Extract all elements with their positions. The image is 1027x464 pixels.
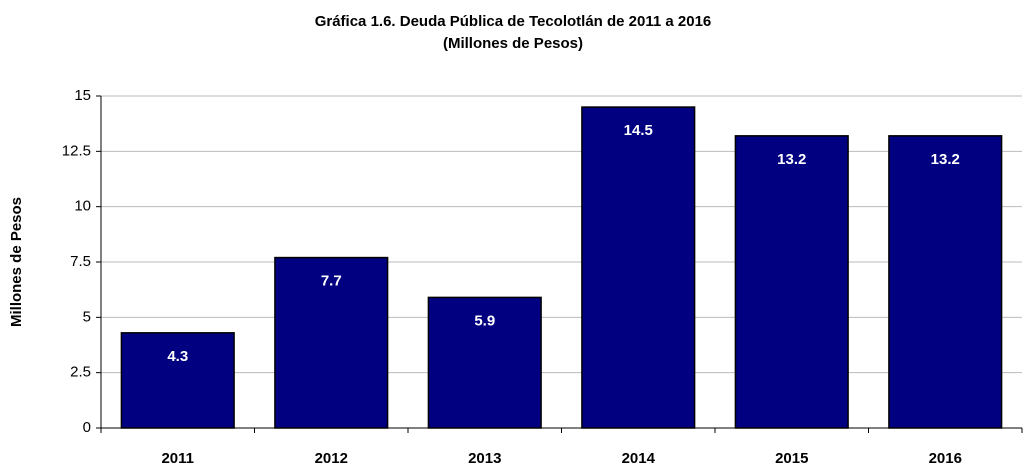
y-tick-label: 5 [83, 308, 91, 325]
x-tick-label: 2011 [161, 450, 194, 464]
bar [427, 296, 542, 429]
data-label: 14.5 [624, 122, 653, 139]
x-tick-label: 2015 [775, 450, 808, 464]
bar [581, 106, 696, 429]
y-axis-label: Millones de Pesos [8, 197, 25, 327]
x-tick-label: 2013 [468, 450, 501, 464]
chart-title: Gráfica 1.6. Deuda Pública de Tecolotlán… [315, 13, 712, 30]
x-tick-label: 2016 [929, 450, 962, 464]
chart-subtitle: (Millones de Pesos) [443, 35, 583, 52]
bar [120, 332, 235, 429]
y-tick-label: 15 [74, 87, 91, 104]
y-tick-label: 7.5 [70, 253, 91, 270]
y-tick-label: 2.5 [70, 364, 91, 381]
x-tick-label: 2012 [315, 450, 348, 464]
bar [274, 256, 389, 429]
data-label: 13.2 [931, 151, 960, 168]
x-tick-label: 2014 [622, 450, 656, 464]
data-label: 13.2 [777, 151, 806, 168]
data-label: 7.7 [321, 273, 342, 290]
bar [734, 135, 849, 429]
data-label: 4.3 [167, 348, 188, 365]
data-label: 5.9 [474, 312, 495, 329]
y-tick-label: 10 [74, 198, 91, 215]
y-tick-label: 0 [83, 419, 91, 436]
bar [888, 135, 1003, 429]
y-tick-label: 12.5 [62, 142, 91, 159]
